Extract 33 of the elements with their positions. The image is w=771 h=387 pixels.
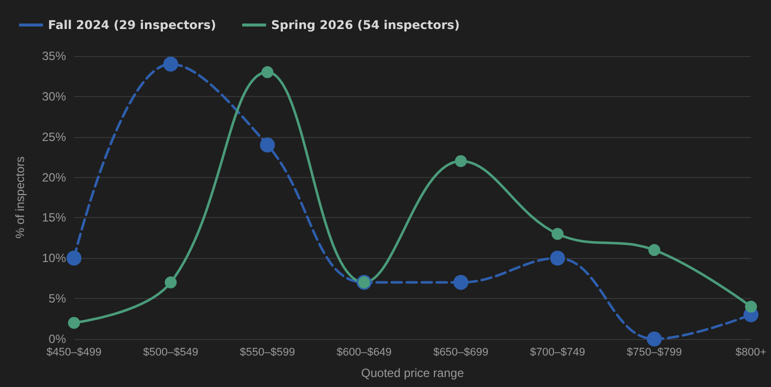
x-tick-label: $550–$599: [240, 346, 295, 358]
point: [453, 274, 468, 290]
y-tick-label: 10%: [42, 251, 66, 266]
point: [745, 300, 757, 313]
x-tick-label: $700–$749: [530, 346, 586, 358]
point: [66, 250, 82, 266]
point: [454, 155, 467, 168]
x-tick-label: $800+: [736, 346, 766, 358]
point: [164, 276, 177, 288]
y-tick-label: 0%: [48, 332, 66, 346]
point: [68, 316, 80, 329]
x-tick-label: $500–$549: [143, 346, 198, 358]
x-tick-label: $600–$649: [336, 346, 392, 358]
point: [552, 228, 564, 240]
x-tick-label: $450–$499: [46, 346, 102, 358]
y-axis-title: % of inspectors: [13, 156, 27, 239]
point: [648, 244, 660, 256]
point: [260, 137, 275, 152]
y-tick-label: 35%: [42, 49, 66, 63]
point: [646, 332, 662, 346]
point: [261, 66, 274, 78]
x-tick-label: $650–$699: [433, 346, 488, 358]
y-tick-label: 30%: [42, 89, 66, 104]
y-tick-label: 5%: [48, 292, 66, 306]
x-axis-title: Quoted price range: [361, 366, 464, 380]
y-tick-label: 25%: [42, 130, 66, 144]
y-tick-label: 15%: [42, 210, 66, 225]
legend-label: Spring 2026 (54 inspectors): [271, 18, 460, 32]
x-tick-label: $750–$799: [626, 346, 682, 358]
point: [163, 56, 178, 72]
point: [550, 250, 566, 266]
legend-label: Fall 2024 (29 inspectors): [48, 18, 216, 32]
y-tick-label: 20%: [42, 170, 66, 184]
